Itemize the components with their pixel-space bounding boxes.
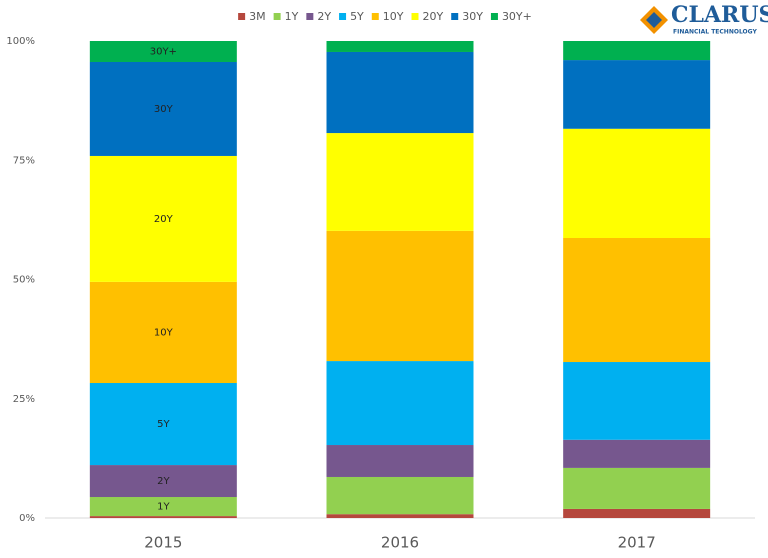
x-tick-label: 2016 <box>381 534 419 552</box>
legend-label: 2Y <box>317 10 331 23</box>
legend-swatch <box>238 13 246 20</box>
x-tick-label: 2015 <box>144 534 182 552</box>
y-tick-label: 0% <box>19 513 35 524</box>
bar-segment <box>563 41 711 61</box>
legend-label: 10Y <box>383 10 404 23</box>
logo-tagline: FINANCIAL TECHNOLOGY <box>673 29 757 36</box>
bar-segment <box>89 281 237 384</box>
bar-segment <box>326 514 474 518</box>
bar-segment <box>89 465 237 498</box>
bar-segment <box>89 41 237 62</box>
bar-segment <box>563 467 711 509</box>
legend-swatch <box>339 13 347 20</box>
data-label: 30Y+ <box>150 46 177 57</box>
bar-segment <box>563 362 711 440</box>
bar-segment <box>326 41 474 52</box>
y-tick-label: 100% <box>6 36 35 47</box>
bar-segment <box>326 133 474 231</box>
bar-segment <box>563 60 711 129</box>
data-label: 30Y <box>154 104 174 115</box>
logo: CLARUS FINANCIAL TECHNOLOGY <box>640 2 768 36</box>
legend-swatch <box>306 13 314 20</box>
legend-label: 1Y <box>285 10 299 23</box>
bar-segment <box>563 128 711 239</box>
legend-label: 30Y+ <box>502 10 532 23</box>
data-label: 1Y <box>157 502 170 513</box>
bar-segment <box>326 51 474 134</box>
y-tick-label: 50% <box>13 275 35 286</box>
bar-segment <box>563 238 711 363</box>
legend-label: 20Y <box>423 10 444 23</box>
legend-label: 30Y <box>462 10 483 23</box>
y-tick-label: 75% <box>13 155 35 166</box>
data-label: 2Y <box>157 476 170 487</box>
bar-segment <box>89 155 237 282</box>
bar-segment <box>326 476 474 515</box>
legend-label: 5Y <box>350 10 364 23</box>
x-tick-label: 2017 <box>618 534 656 552</box>
legend-swatch <box>451 13 459 20</box>
bar-segment <box>563 439 711 468</box>
legend-swatch <box>371 13 379 20</box>
bar-segment <box>326 445 474 477</box>
legend-swatch <box>273 13 281 20</box>
data-label: 5Y <box>157 419 170 430</box>
data-label: 10Y <box>154 327 174 338</box>
legend-swatch <box>411 13 419 20</box>
y-tick-label: 25% <box>13 394 35 405</box>
bar-segment <box>89 61 237 156</box>
data-label: 20Y <box>154 214 174 225</box>
logo-name: CLARUS <box>671 2 768 28</box>
bar-segment <box>326 230 474 362</box>
legend-label: 3M <box>249 10 266 23</box>
legend-swatch <box>490 13 498 20</box>
bar-segment <box>89 497 237 517</box>
bar-segment <box>563 508 711 518</box>
bar-segment <box>89 383 237 466</box>
bar-segment <box>89 516 237 518</box>
logo-icon-inner <box>646 12 662 28</box>
bar-segment <box>326 361 474 446</box>
